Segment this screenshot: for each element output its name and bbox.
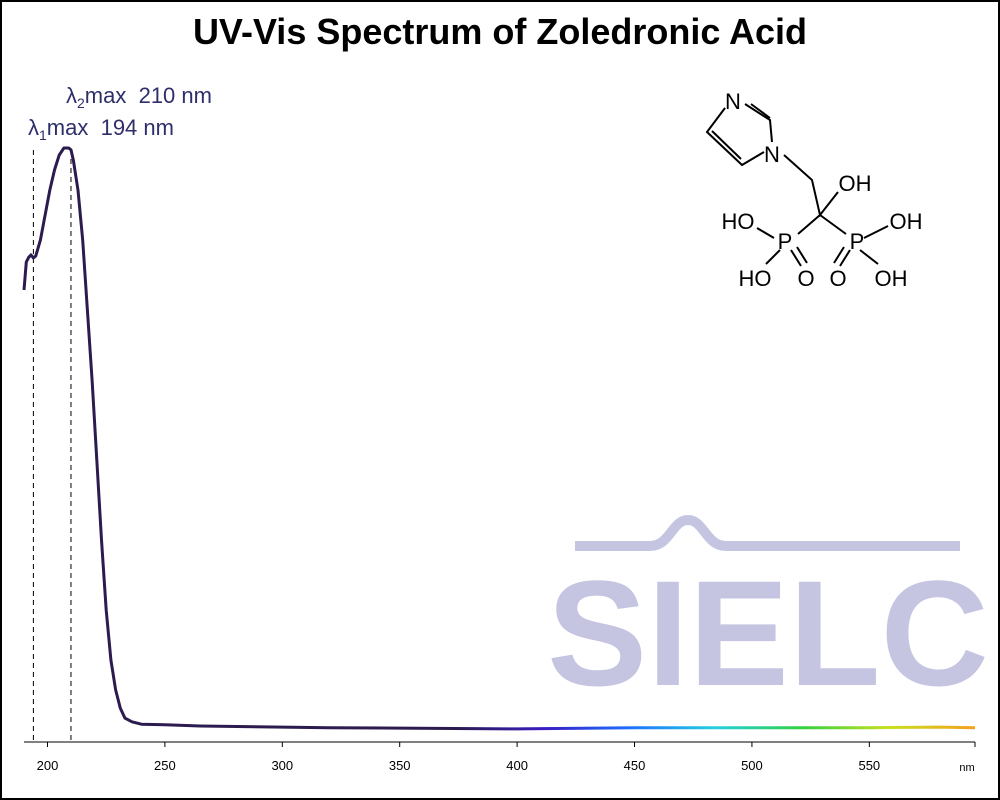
watermark-wave: [575, 514, 960, 551]
structure: [705, 103, 889, 267]
x-axis-label: nm: [959, 762, 974, 774]
x-tick-label: 500: [741, 758, 763, 773]
annotation-sub: 1: [39, 127, 47, 143]
x-tick-label: 400: [506, 758, 528, 773]
watermark: SIELC: [547, 514, 989, 717]
atom-label: HO: [722, 209, 755, 234]
annotation-sub: 2: [77, 95, 85, 111]
bonds: [705, 103, 889, 267]
x-tick-label: 200: [37, 758, 59, 773]
annotation: λ1max 194 nm: [28, 115, 174, 143]
atom-label: OH: [875, 266, 908, 291]
atom-label: OH: [890, 209, 923, 234]
atom-label: P: [778, 229, 793, 254]
atom-label: P: [850, 229, 865, 254]
x-tick-label: 550: [858, 758, 880, 773]
spectrum-line: [22, 146, 976, 731]
atom-label: O: [829, 266, 846, 291]
annotation-text: max 194 nm: [47, 115, 174, 140]
x-tick-label: 350: [389, 758, 411, 773]
x-tick-label: 450: [624, 758, 646, 773]
watermark-text: SIELC: [547, 549, 989, 717]
atom-label: OH: [839, 171, 872, 196]
x-tick-label: 300: [271, 758, 293, 773]
atom-label: O: [797, 266, 814, 291]
atom-label: HO: [739, 266, 772, 291]
annotation: λ2max 210 nm: [66, 83, 212, 111]
chart-title: UV-Vis Spectrum of Zoledronic Acid: [193, 11, 807, 52]
atom-label: N: [725, 89, 741, 114]
x-tick-label: 250: [154, 758, 176, 773]
annotation-symbol: λ: [28, 115, 39, 140]
annotation-symbol: λ: [66, 83, 77, 108]
annotation-text: max 210 nm: [85, 83, 212, 108]
atom-label: N: [764, 142, 780, 167]
